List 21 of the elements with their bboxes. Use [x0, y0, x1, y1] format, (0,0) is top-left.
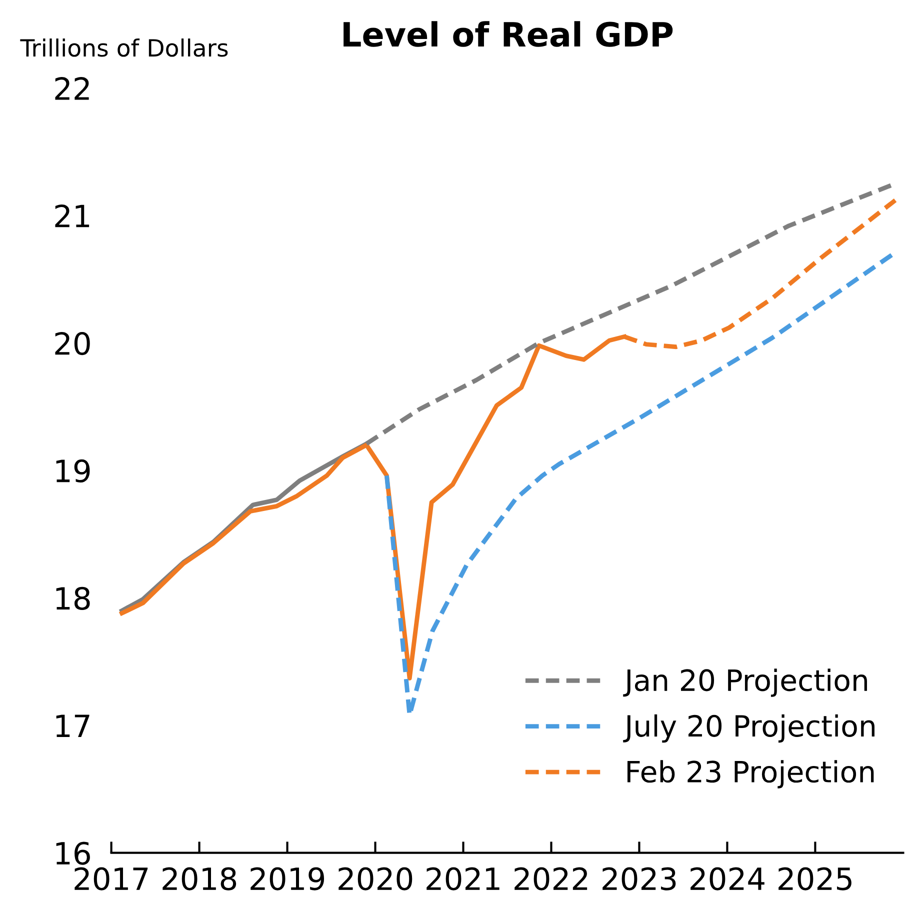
- y-tick-label: 19: [56, 459, 90, 483]
- x-tick-label: 2021: [426, 867, 500, 890]
- x-tick-label: 2025: [778, 867, 852, 890]
- legend-label: July 20 Projection: [623, 714, 874, 743]
- y-tick-label: 20: [55, 332, 90, 356]
- x-tick-label: 2023: [602, 867, 676, 890]
- legend-label: Jan 20 Projection: [623, 668, 867, 697]
- y-tick-label: 21: [55, 204, 90, 228]
- x-tick-label: 2022: [514, 867, 588, 890]
- x-tick-label: 2017: [74, 867, 148, 890]
- y-axis-title: Trillions of Dollars: [20, 38, 228, 57]
- chart-title: Level of Real GDP: [344, 21, 673, 47]
- y-tick-label: 16: [56, 842, 90, 865]
- x-tick-label: 2018: [162, 867, 236, 890]
- x-tick-label: 2024: [690, 867, 764, 890]
- legend-label: Feb 23 Projection: [627, 760, 874, 788]
- x-tick-label: 2019: [250, 867, 324, 890]
- x-tick-label: 2020: [338, 867, 412, 890]
- y-tick-label: 17: [56, 714, 90, 737]
- y-tick-label: 18: [56, 586, 90, 610]
- y-tick-label: 22: [55, 77, 89, 100]
